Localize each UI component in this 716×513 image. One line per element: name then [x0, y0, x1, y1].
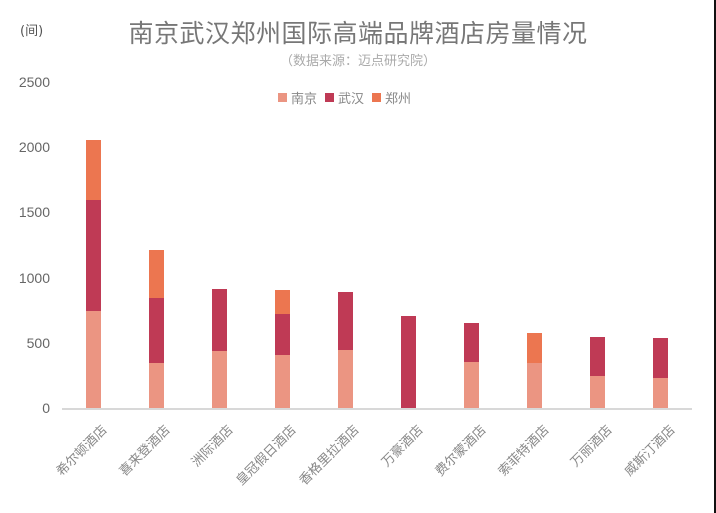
- x-tick-label: 喜来登酒店: [116, 422, 174, 480]
- bar-segment-wuhan: [590, 337, 606, 377]
- x-tick-label: 威斯汀酒店: [621, 422, 679, 480]
- bar-segment-zhengzhou: [274, 290, 290, 315]
- stacked-bar: [274, 290, 290, 408]
- x-tick-label: 万丽酒店: [567, 422, 616, 471]
- bar-segment-wuhan: [337, 291, 353, 351]
- chart-title-text: 南京武汉郑州国际高端品牌酒店房量情况: [128, 19, 588, 48]
- legend-item-zhengzhou: 郑州: [372, 88, 411, 107]
- y-axis-unit-label: (间): [20, 24, 44, 39]
- bar-segment-nanjing: [211, 350, 227, 408]
- y-tick-label: 2500: [18, 73, 50, 90]
- chart-subtitle: （数据来源：迈点研究院）: [279, 54, 436, 69]
- bar-segment-wuhan: [211, 288, 227, 351]
- x-tick-label: 希尔顿酒店: [53, 422, 111, 480]
- y-tick-label: 2000: [18, 139, 50, 155]
- chart-legend: 南京 武汉 郑州: [278, 88, 411, 107]
- stacked-bar: [337, 291, 353, 408]
- bar-segment-wuhan: [653, 338, 669, 378]
- x-tick-label: 香格里拉酒店: [297, 422, 363, 489]
- y-tick-label: 1500: [18, 204, 50, 221]
- legend-label: 郑州: [385, 92, 412, 107]
- x-tick-label: 费尔蒙酒店: [432, 422, 490, 480]
- x-tick-label: 万豪酒店: [378, 422, 426, 471]
- stacked-bar: [527, 332, 543, 408]
- x-axis-line: [62, 408, 692, 410]
- bar-segment-zhengzhou: [527, 332, 543, 363]
- stacked-bar: [401, 315, 416, 408]
- x-tick-label: 索菲特酒店: [495, 422, 553, 480]
- y-tick-label: 0: [42, 400, 50, 416]
- bar-segment-nanjing: [337, 350, 353, 408]
- stacked-bar: [85, 139, 101, 408]
- bar-segment-wuhan: [85, 199, 101, 312]
- bar-segment-nanjing: [274, 355, 290, 408]
- x-tick-label: 皇冠假日酒店: [233, 422, 300, 489]
- stacked-bar: [211, 288, 227, 408]
- chart-title: 南京武汉郑州国际高端品牌酒店房量情况: [0, 14, 716, 50]
- legend-item-nanjing: 南京: [278, 88, 317, 107]
- bar-segment-nanjing: [85, 311, 101, 408]
- bar-segment-wuhan: [148, 297, 164, 363]
- y-tick-label: 500: [26, 334, 50, 351]
- stacked-bar: [590, 337, 606, 408]
- stacked-bar: [653, 338, 669, 408]
- legend-swatch-nanjing: [278, 93, 287, 102]
- legend-label: 武汉: [338, 92, 365, 107]
- bar-segment-nanjing: [148, 362, 164, 408]
- bar-segment-zhengzhou: [148, 249, 164, 298]
- stacked-bar: [148, 249, 164, 408]
- bar-segment-nanjing: [464, 362, 480, 408]
- bar-segment-nanjing: [527, 362, 543, 408]
- stacked-bar: [464, 323, 480, 408]
- legend-swatch-zhengzhou: [372, 93, 382, 102]
- bar-segment-zhengzhou: [85, 139, 101, 200]
- bar-segment-wuhan: [274, 314, 290, 356]
- bar-segment-nanjing: [653, 377, 669, 408]
- x-tick-label: 洲际酒店: [189, 422, 237, 471]
- legend-label: 南京: [291, 92, 318, 107]
- bar-segment-wuhan: [464, 323, 480, 363]
- legend-item-wuhan: 武汉: [325, 88, 364, 107]
- right-border: [714, 0, 716, 513]
- bar-segment-wuhan: [401, 315, 416, 408]
- bar-segment-nanjing: [590, 376, 606, 408]
- y-tick-label: 1000: [18, 269, 50, 286]
- legend-swatch-wuhan: [325, 93, 335, 102]
